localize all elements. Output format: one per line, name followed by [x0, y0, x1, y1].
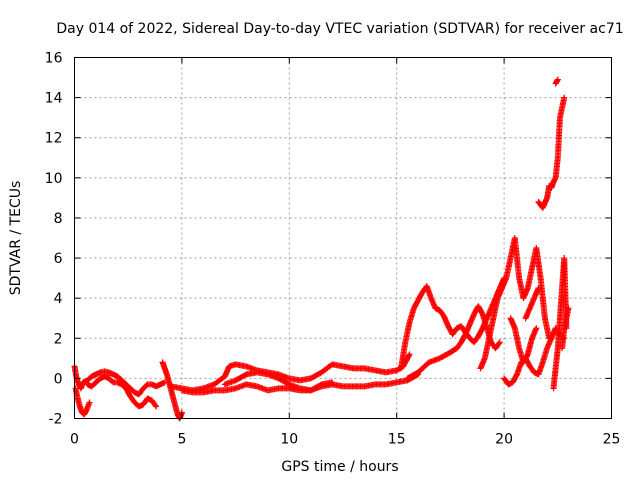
data-point [554, 76, 561, 83]
data-point [153, 403, 160, 410]
x-tick-label: 20 [495, 432, 513, 448]
x-tick-label: 15 [388, 432, 406, 448]
y-tick-label: 14 [45, 91, 63, 107]
y-axis-label: SDTVAR / TECUs [8, 181, 24, 296]
data-point [565, 305, 572, 312]
data-point [152, 402, 159, 409]
y-tick-label: 2 [54, 331, 63, 347]
data-point [406, 351, 413, 358]
y-tick-label: 12 [45, 131, 63, 147]
y-tick-label: 6 [54, 251, 63, 267]
y-tick-label: -2 [49, 412, 63, 428]
x-tick-label: 5 [177, 432, 186, 448]
x-tick-label: 10 [280, 432, 298, 448]
data-point [86, 399, 93, 406]
y-tick-label: 4 [54, 291, 63, 307]
axis-ticks [74, 57, 612, 419]
chart-grid [74, 57, 612, 419]
x-tick-label: 0 [70, 432, 79, 448]
data-point [535, 285, 542, 292]
data-point [533, 325, 540, 332]
chart-title: Day 014 of 2022, Sidereal Day-to-day VTE… [56, 21, 623, 37]
data-series [71, 76, 572, 422]
data-point [496, 339, 503, 346]
plot-frame [74, 57, 612, 419]
data-point [329, 379, 336, 386]
y-tick-label: 8 [54, 211, 63, 227]
y-tick-label: 0 [54, 371, 63, 387]
data-point [495, 340, 502, 347]
x-axis-label: GPS time / hours [281, 459, 398, 475]
y-tick-label: 16 [45, 51, 63, 67]
data-point [561, 94, 568, 101]
x-tick-labels: 0 5 10 15 20 25 [70, 432, 620, 448]
y-tick-label: 10 [45, 171, 63, 187]
y-tick-labels: -2 0 2 4 6 8 10 12 14 16 [45, 51, 63, 428]
data-point [405, 352, 412, 359]
x-tick-label: 25 [603, 432, 621, 448]
